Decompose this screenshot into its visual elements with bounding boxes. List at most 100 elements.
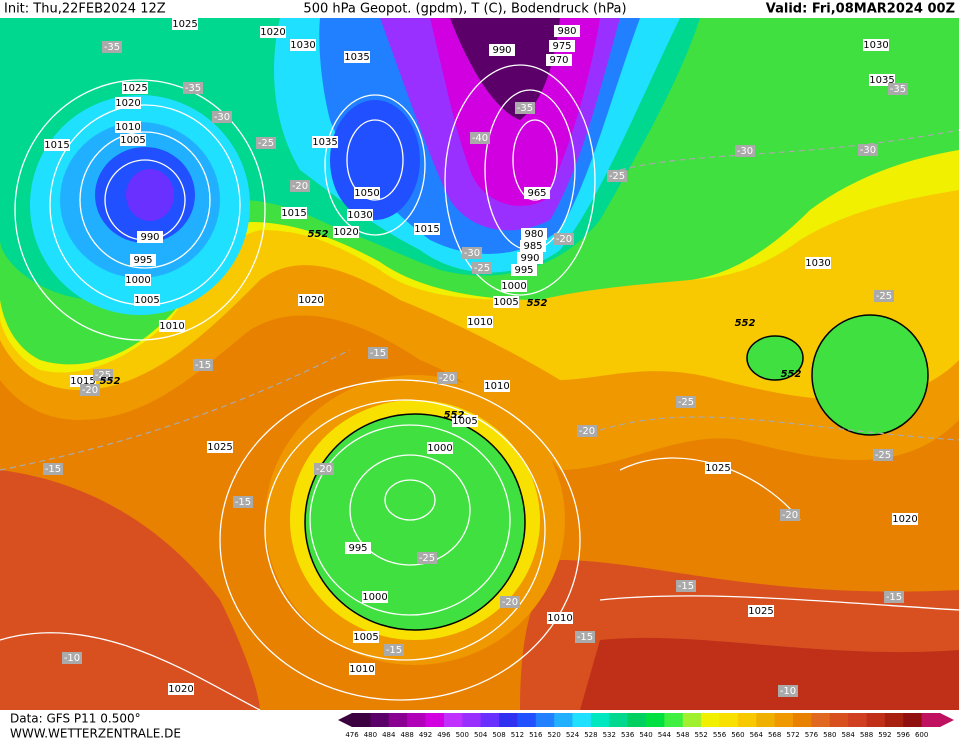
colorbar-label: 520 [547,731,560,739]
geopotential-label: 552 [308,229,329,240]
temperature-label: -20 [782,510,798,521]
label-box [778,685,798,697]
temperature-label: -40 [472,133,488,144]
colorbar-swatch [462,713,482,727]
isobar-label: 1015 [414,224,439,235]
label-box [676,580,696,592]
label-box [517,252,543,264]
colorbar-left-arrow [338,713,352,727]
isobar-label: 1010 [159,321,184,332]
colorbar-label: 492 [419,731,432,739]
temperature-label: -25 [95,370,111,381]
label-box [312,136,338,148]
label-box [137,231,163,243]
colorbar-swatch [425,713,445,727]
colorbar-label: 516 [529,731,543,739]
temperature-label: -25 [258,138,274,149]
temperature-label: -15 [386,645,402,656]
colorbar-label: 532 [603,731,616,739]
website: WWW.WETTERZENTRALE.DE [10,727,181,741]
isobar-label: 990 [492,45,511,56]
isobar-label: 1015 [281,208,306,219]
label-box [607,170,627,182]
colorbar-swatch [829,713,849,727]
temperature-label: -10 [64,653,80,664]
isobar-label: 1035 [869,75,894,86]
colorbar-label: 496 [437,731,451,739]
label-box [344,51,370,63]
label-box [521,228,547,240]
colorbar-swatch [848,713,867,727]
colorbar-swatch [646,713,665,727]
temperature-label: -30 [737,146,753,157]
isobar-label: 970 [549,55,568,66]
isobar-label: 1010 [115,122,140,133]
label-box [62,652,82,664]
colorbar-label: 564 [750,731,764,739]
colorbar-swatch [793,713,812,727]
label-box [212,111,232,123]
colorbar-swatch [811,713,831,727]
temperature-label: -20 [82,385,98,396]
isobar-label: 1015 [70,376,95,387]
colorbar-swatch [701,713,720,727]
label-box [554,233,574,245]
temperature-label: -35 [185,83,201,94]
colorbar-label: 524 [566,731,580,739]
colorbar-label: 552 [694,731,707,739]
isobar-label: 990 [140,232,159,243]
temperature-label: -25 [678,397,694,408]
geopotential-label: 552 [735,318,756,329]
label-box [260,26,286,38]
colorbar-label: 476 [345,731,359,739]
label-box [676,396,696,408]
label-box [484,380,510,392]
label-box [489,44,515,56]
colorbar-swatch [609,713,629,727]
temperature-label: -15 [370,348,386,359]
label-box [577,425,597,437]
colorbar-swatch [627,713,647,727]
colorbar-swatch [664,713,684,727]
colorbar-label: 576 [805,731,819,739]
label-box [884,591,904,603]
colorbar-swatch [535,713,555,727]
geopotential-label: 552 [100,376,121,387]
label-box [515,102,535,114]
isobar-label: 1035 [344,52,369,63]
label-box [349,663,375,675]
isobar-label: 1025 [122,83,147,94]
label-box [290,180,310,192]
colorbar-swatch [480,713,500,727]
colorbar-label: 540 [639,731,652,739]
colorbar-label: 500 [456,731,469,739]
label-box [493,296,519,308]
temperature-label: -35 [104,42,120,53]
isobar-label: 1030 [805,258,830,269]
colorbar-label: 536 [621,731,635,739]
label-box [93,369,113,381]
temperature-label: -15 [678,581,694,592]
label-box [524,187,550,199]
label-box [874,290,894,302]
label-box [120,134,146,146]
label-box [780,509,800,521]
isobar-label: 1000 [501,281,526,292]
label-box [122,82,148,94]
colorbar-swatch [352,713,371,727]
colorbar-label: 484 [382,731,396,739]
colorbar-label: 568 [768,731,781,739]
label-box [183,82,203,94]
isobar-label: 1020 [333,227,358,238]
colorbar-swatch [590,713,610,727]
label-box [500,596,520,608]
label-box [501,280,527,292]
label-box [437,372,457,384]
label-box [384,644,404,656]
isobar-label: 1035 [312,137,337,148]
label-box [888,83,908,95]
label-box [345,542,371,554]
isobar-label: 975 [552,41,571,52]
label-box [290,39,316,51]
